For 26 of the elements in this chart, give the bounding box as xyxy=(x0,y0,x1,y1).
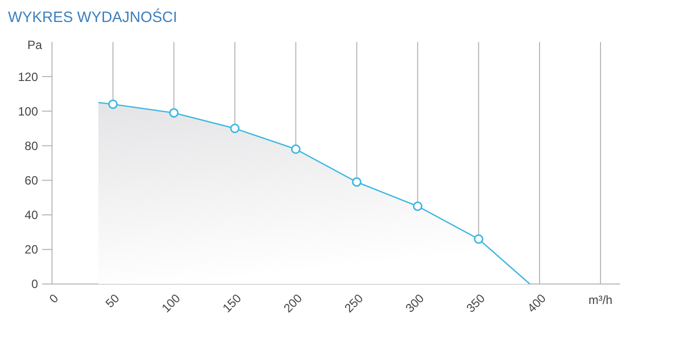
x-tick-label: 350 xyxy=(464,290,488,316)
y-tick-label: 60 xyxy=(24,173,38,188)
x-tick-label: 250 xyxy=(342,290,366,316)
y-tick-label: 100 xyxy=(18,104,38,118)
x-tick-label: 200 xyxy=(280,290,306,316)
point xyxy=(474,234,484,244)
y-tick-label: 40 xyxy=(24,208,38,222)
x-axis-title: m³/h xyxy=(588,293,612,307)
point xyxy=(352,177,362,187)
point xyxy=(412,201,422,211)
point xyxy=(230,124,240,134)
y-tick-label: 20 xyxy=(24,242,38,257)
point xyxy=(291,144,301,154)
y-tick-label: 0 xyxy=(31,277,38,292)
point xyxy=(169,108,179,118)
x-tick-label: 0 xyxy=(46,290,62,306)
chart-title: WYKRES WYDAJNOŚCI xyxy=(8,8,178,26)
point xyxy=(108,99,118,109)
y-tick-label: 120 xyxy=(18,70,38,84)
y-axis-title: Pa xyxy=(27,38,42,52)
x-tick-label: 300 xyxy=(402,290,427,316)
x-tick-label: 50 xyxy=(102,290,122,311)
x-tick-label: 150 xyxy=(220,290,244,316)
x-tick-label: 400 xyxy=(524,290,549,316)
x-tick-label: 100 xyxy=(158,290,184,316)
y-tick-label: 80 xyxy=(24,138,38,153)
